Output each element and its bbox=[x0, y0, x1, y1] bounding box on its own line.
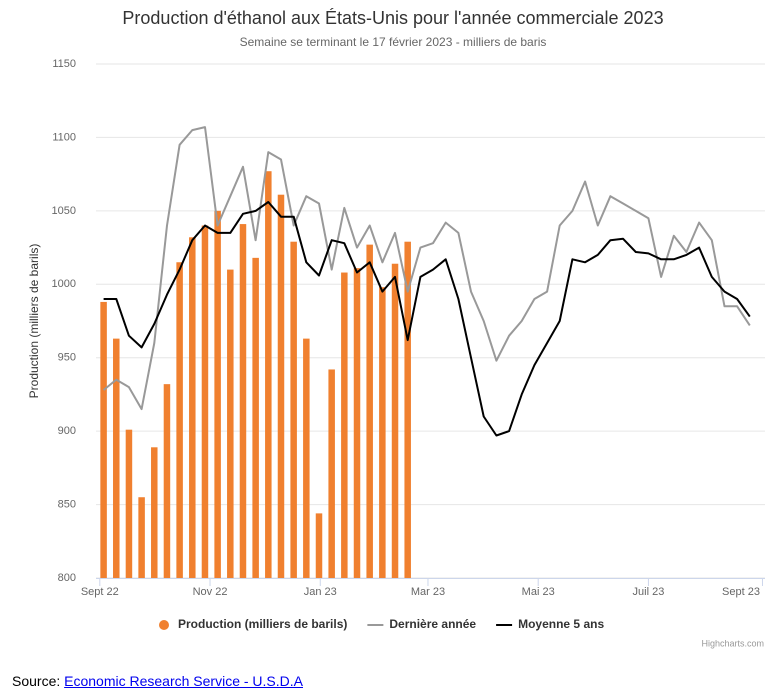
line bbox=[102, 126, 751, 411]
bar bbox=[138, 497, 145, 578]
bar bbox=[100, 301, 107, 578]
source: Source: Economic Research Service - U.S.… bbox=[12, 673, 303, 689]
bar bbox=[379, 287, 386, 578]
chart-subtitle: Semaine se terminant le 17 février 2023 … bbox=[240, 35, 547, 49]
chart: Production d'éthanol aux États-Unis pour… bbox=[27, 8, 765, 648]
y-tick-label: 800 bbox=[58, 572, 76, 584]
bar bbox=[227, 269, 234, 578]
source-link[interactable]: Economic Research Service - U.S.D.A bbox=[64, 673, 303, 689]
y-tick-label: 850 bbox=[58, 498, 76, 510]
y-tick-label: 1100 bbox=[52, 131, 76, 143]
bar bbox=[125, 429, 133, 578]
y-tick-label: 1000 bbox=[52, 278, 76, 290]
bar bbox=[201, 225, 209, 579]
bar bbox=[113, 338, 120, 578]
legend-label: Production (milliers de barils) bbox=[178, 617, 347, 631]
bar bbox=[404, 241, 411, 578]
bar bbox=[353, 268, 361, 578]
bar bbox=[277, 194, 285, 578]
x-tick-label: Sept 23 bbox=[722, 586, 760, 598]
bar bbox=[176, 262, 183, 578]
bar bbox=[163, 384, 171, 578]
legend-label: Moyenne 5 ans bbox=[518, 617, 604, 631]
y-axis-title: Production (milliers de barils) bbox=[27, 244, 41, 399]
x-tick-label: Sept 22 bbox=[81, 586, 119, 598]
y-tick-label: 1150 bbox=[52, 58, 76, 70]
bar bbox=[341, 272, 348, 578]
x-tick-label: Nov 22 bbox=[193, 586, 228, 598]
bar bbox=[265, 171, 272, 578]
bar bbox=[239, 224, 247, 578]
y-tick-label: 900 bbox=[58, 425, 76, 437]
bar bbox=[366, 244, 373, 579]
x-tick-label: Jan 23 bbox=[304, 586, 337, 598]
y-tick-label: 950 bbox=[58, 352, 76, 364]
bar bbox=[252, 257, 259, 578]
bar bbox=[328, 369, 335, 578]
bar bbox=[214, 210, 221, 578]
legend-marker bbox=[159, 620, 169, 630]
credits: Highcharts.com bbox=[701, 638, 764, 648]
bar bbox=[391, 263, 399, 578]
line bbox=[103, 201, 751, 437]
bar bbox=[189, 237, 196, 578]
bar bbox=[303, 338, 310, 578]
x-tick-label: Juil 23 bbox=[633, 586, 665, 598]
x-tick-label: Mai 23 bbox=[522, 586, 555, 598]
bar bbox=[151, 447, 158, 578]
bar bbox=[315, 513, 323, 578]
chart-title: Production d'éthanol aux États-Unis pour… bbox=[122, 8, 663, 28]
y-tick-label: 1050 bbox=[52, 205, 76, 217]
legend-label: Dernière année bbox=[389, 617, 476, 631]
bar bbox=[290, 241, 297, 578]
x-tick-label: Mar 23 bbox=[411, 586, 445, 598]
source-label: Source: bbox=[12, 673, 61, 689]
